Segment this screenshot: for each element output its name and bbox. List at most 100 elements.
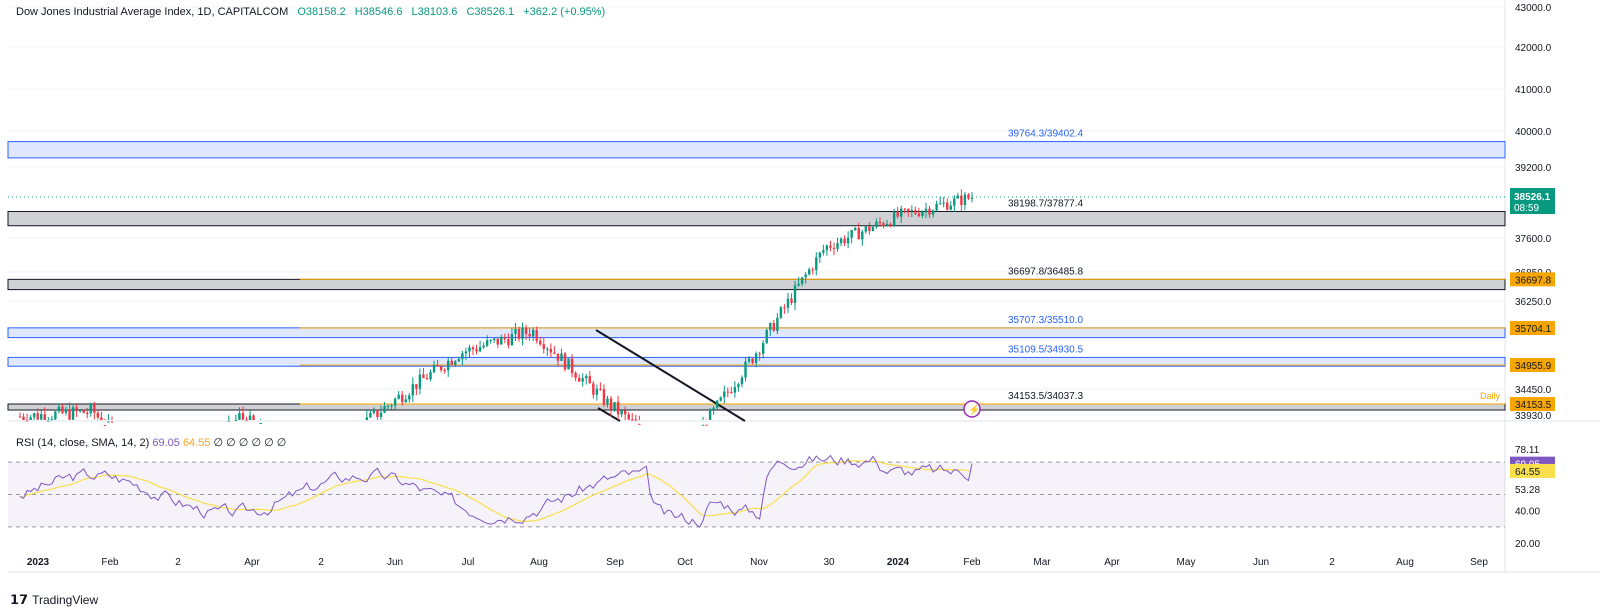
- change-value: +362.2 (+0.95%): [523, 6, 606, 18]
- trendline-lower: [597, 407, 621, 422]
- candle-body: [790, 298, 793, 303]
- candle-body: [500, 336, 503, 345]
- candle-body: [514, 328, 517, 334]
- zone-label: 35707.3/35510.0: [1008, 315, 1084, 326]
- candle-body: [779, 307, 783, 318]
- candle-body: [754, 353, 758, 364]
- candle-body: [708, 409, 712, 420]
- level-badge-value: 36697.8: [1515, 275, 1552, 286]
- candle-body: [733, 387, 737, 393]
- candle-body: [436, 365, 439, 367]
- candle-body: [772, 322, 776, 331]
- candle-body: [875, 221, 878, 227]
- price-tick-label: 33930.0: [1515, 411, 1552, 422]
- open-value: O38158.2: [297, 6, 346, 18]
- candle-body: [549, 348, 553, 353]
- candle-body: [401, 394, 404, 403]
- candle-body: [606, 398, 609, 405]
- candle-body: [808, 269, 811, 275]
- candle-body: [386, 405, 390, 407]
- candle-body: [822, 250, 825, 253]
- grid-lines: [8, 0, 1600, 573]
- candle-body: [422, 374, 425, 379]
- price-pane-bg: [8, 0, 1505, 420]
- time-tick-label: Apr: [1104, 557, 1120, 568]
- candle-body: [542, 344, 545, 349]
- candle-body: [715, 400, 719, 408]
- candle-body: [836, 243, 839, 249]
- candle-body: [86, 412, 89, 414]
- time-tick-label: Feb: [963, 557, 981, 568]
- trendline-upper: [595, 329, 746, 422]
- candle-body: [620, 410, 623, 415]
- time-tick-label: 2024: [887, 557, 910, 568]
- candle-body: [861, 231, 864, 240]
- candle-body: [634, 419, 637, 421]
- candle-body: [418, 374, 422, 389]
- candlestick-series: [18, 189, 974, 427]
- zone-label: 36697.8/36485.8: [1008, 266, 1084, 277]
- candle-body: [850, 230, 853, 238]
- rsi-tick-label: 20.00: [1515, 539, 1540, 550]
- candle-body: [705, 424, 708, 426]
- level-badge: [1510, 397, 1555, 411]
- candle-body: [595, 388, 599, 395]
- candle-body: [574, 373, 577, 378]
- candle-body: [896, 211, 899, 217]
- candle-body: [832, 247, 836, 249]
- candle-body: [723, 391, 726, 398]
- candle-body: [857, 227, 860, 240]
- level-badge: [1510, 272, 1555, 287]
- price-axis[interactable]: 43000.0 42000.0 41000.0 40000.0 39200.0 37600…: [1515, 3, 1552, 550]
- rsi-badge-value: 64.55: [1515, 467, 1540, 478]
- rsi-title[interactable]: RSI (14, close, SMA, 14, 2): [16, 437, 150, 449]
- candle-body: [797, 283, 800, 286]
- alert-icon: [963, 400, 981, 418]
- symbol-title[interactable]: Dow Jones Industrial Average Index, 1D, …: [16, 6, 289, 18]
- candle-body: [103, 425, 107, 427]
- candle-body: [910, 210, 914, 212]
- candle-body: [793, 285, 797, 303]
- candle-body: [602, 389, 606, 405]
- candle-body: [25, 420, 29, 422]
- candle-body: [846, 237, 850, 244]
- candle-body: [40, 414, 43, 420]
- time-tick-label: 2: [1329, 557, 1335, 568]
- candle-body: [22, 416, 25, 420]
- rsi-line: [19, 454, 973, 528]
- candle-body: [110, 421, 114, 423]
- zone-label: 38198.7/37877.4: [1008, 198, 1084, 209]
- candle-body: [903, 208, 906, 210]
- candle-body: [744, 361, 747, 378]
- candle-body: [818, 252, 822, 258]
- candle-body: [372, 409, 376, 413]
- candle-body: [758, 353, 761, 355]
- candle-body: [577, 377, 581, 382]
- candle-body: [938, 203, 942, 205]
- candle-body: [50, 419, 54, 421]
- candle-body: [946, 202, 949, 210]
- candle-body: [900, 208, 903, 217]
- candle-body: [967, 194, 970, 199]
- time-tick-label: Mar: [1033, 557, 1051, 568]
- tradingview-logo[interactable]: 𝟭𝟳 TradingView: [10, 592, 98, 608]
- candle-body: [482, 345, 485, 348]
- candle-body: [800, 277, 804, 284]
- price-tick-label: 39200.0: [1515, 163, 1552, 174]
- candle-body: [921, 211, 924, 216]
- candle-body: [931, 210, 935, 215]
- candle-body: [783, 307, 786, 309]
- candle-body: [740, 377, 744, 385]
- candle-body: [18, 416, 22, 418]
- time-tick-label: Jun: [1253, 557, 1269, 568]
- candle-body: [365, 417, 369, 420]
- level-badge-value: 34955.9: [1515, 361, 1552, 372]
- candle-body: [415, 384, 418, 389]
- candle-body: [546, 348, 549, 350]
- time-axis[interactable]: 2023 Feb 2 Apr 2 Jun Jul Aug Sep Oct Nov 30 2024 Feb M…: [27, 557, 1488, 568]
- candle-body: [471, 347, 475, 350]
- candle-body: [811, 269, 814, 271]
- candle-body: [245, 419, 248, 421]
- time-tick-label: 30: [823, 557, 835, 568]
